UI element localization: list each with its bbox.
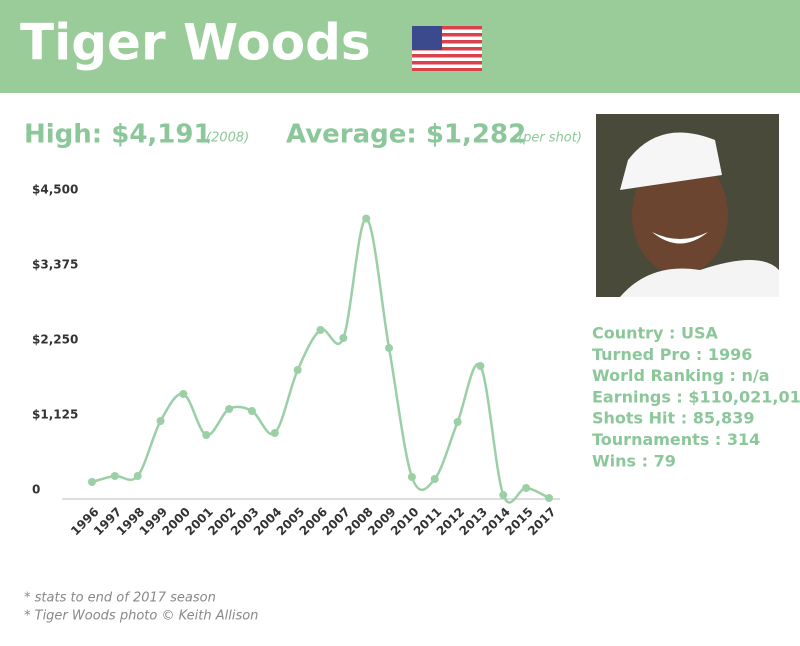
point <box>339 334 348 342</box>
profile-list: Country : USA Turned Pro : 1996 World Rank… <box>592 324 800 471</box>
point <box>407 473 416 481</box>
title: Tiger Woods <box>20 14 371 72</box>
point <box>88 478 96 486</box>
point <box>179 390 188 398</box>
y-tick-label: $1,125 <box>32 408 78 422</box>
point <box>225 405 234 413</box>
profile-item: Tournaments : 314 <box>592 430 760 449</box>
high-stat: High: $4,191 <box>24 120 212 150</box>
point <box>156 417 165 425</box>
point <box>316 326 325 334</box>
point <box>430 475 439 483</box>
point <box>499 491 508 499</box>
point <box>293 366 302 374</box>
point <box>476 362 485 370</box>
profile-item: Shots Hit : 85,839 <box>592 409 754 428</box>
profile-item: Country : USA <box>592 324 719 343</box>
usa-flag <box>412 26 482 72</box>
footnote: * Tiger Woods photo © Keith Allison <box>24 609 258 624</box>
point <box>362 214 371 223</box>
point <box>110 472 119 480</box>
line-chart: 0$1,125$2,250$3,375$4,500199619971998199… <box>32 183 560 538</box>
point <box>270 429 279 437</box>
point <box>522 484 531 492</box>
point <box>453 418 462 426</box>
y-tick-label: 0 <box>32 483 40 497</box>
high-year: (2008) <box>206 131 249 146</box>
average-note: (per shot) <box>518 131 582 146</box>
point <box>545 494 553 502</box>
point <box>247 407 256 415</box>
y-tick-label: $3,375 <box>32 258 78 272</box>
point <box>202 431 211 439</box>
profile-item: World Ranking : n/a <box>592 366 770 385</box>
profile-item: Earnings : $110,021,012 <box>592 387 800 406</box>
y-tick-label: $2,250 <box>32 333 78 347</box>
footnote: * stats to end of 2017 season <box>24 591 216 606</box>
profile-item: Wins : 79 <box>592 451 676 470</box>
photo <box>596 114 779 297</box>
line <box>91 217 550 504</box>
point <box>133 472 142 480</box>
y-tick-label: $4,500 <box>32 183 78 197</box>
profile-item: Turned Pro : 1996 <box>592 345 752 364</box>
average-stat: Average: $1,282 <box>286 120 526 150</box>
point <box>385 344 394 352</box>
header-band <box>0 0 800 93</box>
